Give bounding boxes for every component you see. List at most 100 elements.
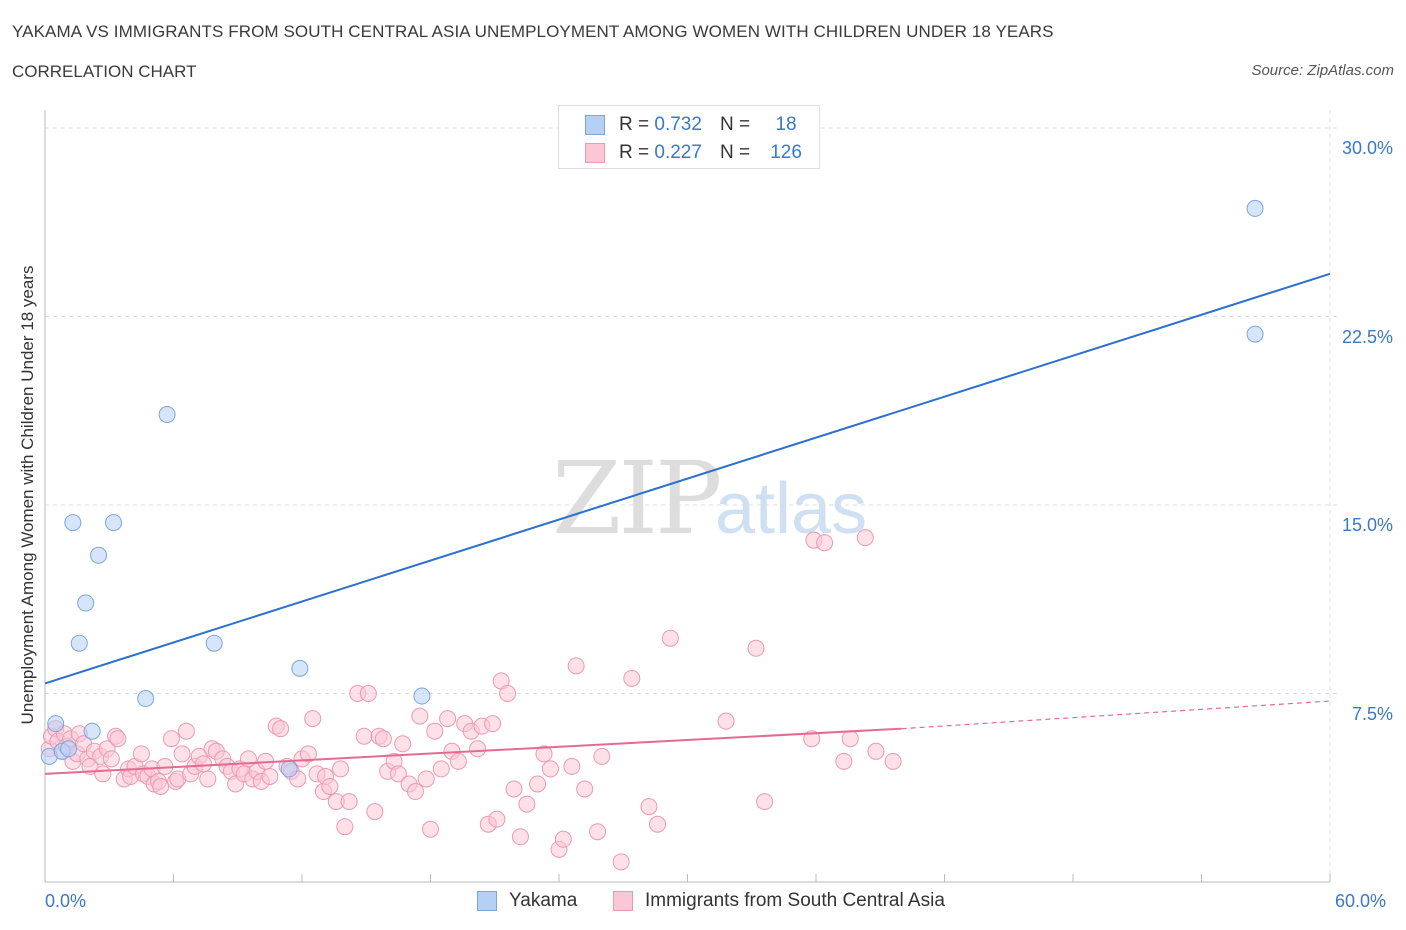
point-immigrants-105 — [529, 775, 547, 793]
point-immigrants-127 — [841, 730, 859, 748]
trend-line-immigrants — [44, 727, 902, 775]
legend-n-label: N = — [719, 114, 751, 135]
trend-lines — [44, 272, 1331, 775]
point-immigrants-106 — [535, 745, 553, 763]
point-immigrants-95 — [469, 740, 487, 758]
point-immigrants-126 — [835, 752, 853, 770]
legend-r-value: 0.227 — [654, 142, 702, 163]
y-tick-label-0: 7.5% — [1351, 703, 1393, 724]
legend-r-label: R = — [619, 114, 650, 135]
point-immigrants-25 — [132, 745, 150, 763]
point-immigrants-110 — [563, 757, 581, 775]
point-immigrants-125 — [816, 534, 834, 552]
legend-row-yakama: R = 0.732 N = 18 — [585, 113, 806, 137]
point-yakama-10 — [137, 690, 155, 708]
point-yakama-5 — [70, 634, 88, 652]
point-immigrants-84 — [407, 783, 425, 801]
grid-lines — [45, 110, 1340, 882]
point-immigrants-119 — [661, 629, 679, 647]
trend-line-yakama — [44, 272, 1331, 685]
point-immigrants-90 — [439, 710, 457, 728]
point-immigrants-37 — [177, 722, 195, 740]
x-tick-label-min: 0.0% — [45, 891, 87, 911]
legend-r-value: 0.732 — [654, 114, 702, 135]
point-immigrants-41 — [194, 755, 212, 773]
series-legend: Yakama Immigrants from South Central Asi… — [0, 890, 1406, 916]
point-immigrants-88 — [426, 722, 444, 740]
point-immigrants-82 — [394, 735, 412, 753]
point-immigrants-129 — [867, 742, 885, 760]
point-immigrants-116 — [623, 669, 641, 687]
point-yakama-3 — [60, 740, 78, 758]
point-immigrants-123 — [803, 730, 821, 748]
point-yakama-17 — [1246, 199, 1264, 217]
point-immigrants-128 — [856, 529, 874, 547]
point-yakama-4 — [64, 514, 82, 532]
point-immigrants-63 — [299, 745, 317, 763]
series-label-immigrants: Immigrants from South Central Asia — [645, 890, 945, 911]
point-immigrants-89 — [432, 760, 450, 778]
point-immigrants-58 — [272, 720, 290, 738]
legend-r-label: R = — [619, 142, 650, 163]
point-immigrants-99 — [488, 810, 506, 828]
chart-subtitle: CORRELATION CHART — [12, 62, 197, 81]
point-immigrants-86 — [417, 770, 435, 788]
point-immigrants-101 — [499, 685, 517, 702]
x-tick-label-max: 60.0% — [1335, 891, 1387, 911]
point-immigrants-98 — [484, 715, 502, 733]
point-immigrants-112 — [576, 780, 594, 798]
point-immigrants-121 — [747, 639, 765, 657]
series-swatch-immigrants — [613, 891, 633, 911]
point-immigrants-64 — [304, 710, 322, 728]
point-yakama-9 — [83, 722, 101, 740]
point-yakama-13 — [280, 760, 298, 778]
point-immigrants-71 — [336, 818, 354, 836]
series-legend-immigrants[interactable]: Immigrants from South Central Asia — [613, 890, 945, 912]
point-immigrants-20 — [109, 730, 127, 748]
point-immigrants-120 — [717, 712, 735, 730]
point-immigrants-122 — [756, 793, 774, 811]
data-points — [40, 199, 1264, 871]
point-yakama-15 — [413, 687, 431, 705]
point-immigrants-16 — [94, 765, 112, 783]
point-yakama-1 — [47, 715, 65, 733]
source-label: Source: ZipAtlas.com — [1251, 62, 1394, 79]
legend-row-immigrants: R = 0.227 N = 126 — [585, 141, 806, 165]
point-yakama-16 — [1246, 325, 1264, 343]
point-immigrants-104 — [518, 795, 536, 813]
chart-title: YAKAMA VS IMMIGRANTS FROM SOUTH CENTRAL … — [12, 22, 1054, 41]
point-immigrants-74 — [355, 727, 373, 745]
point-immigrants-33 — [162, 730, 180, 748]
point-immigrants-31 — [152, 777, 170, 795]
point-immigrants-70 — [332, 760, 350, 778]
point-immigrants-81 — [389, 765, 407, 783]
point-yakama-11 — [158, 406, 176, 424]
series-label-yakama: Yakama — [509, 890, 578, 911]
legend-n-value: 18 — [775, 114, 797, 135]
point-immigrants-68 — [321, 777, 339, 795]
y-tick-label-2: 22.5% — [1341, 326, 1393, 347]
series-swatch-yakama — [477, 891, 497, 911]
point-immigrants-115 — [612, 853, 630, 871]
point-immigrants-85 — [411, 707, 429, 725]
point-immigrants-36 — [173, 745, 191, 763]
point-yakama-6 — [77, 594, 95, 612]
point-yakama-7 — [90, 546, 108, 564]
y-axis-label: Unemployment Among Women with Children U… — [18, 265, 37, 725]
point-immigrants-102 — [505, 780, 523, 798]
point-immigrants-118 — [649, 815, 667, 833]
y-tick-label-1: 15.0% — [1341, 515, 1393, 535]
point-yakama-8 — [105, 514, 123, 532]
point-immigrants-56 — [261, 767, 279, 785]
y-tick-label-3: 30.0% — [1341, 138, 1393, 158]
point-immigrants-113 — [589, 823, 607, 841]
point-immigrants-111 — [567, 657, 585, 675]
point-immigrants-117 — [640, 798, 658, 816]
point-immigrants-114 — [593, 747, 611, 765]
legend-swatch-yakama — [585, 115, 605, 135]
correlation-legend: R = 0.732 N = 18 R = 0.227 N = 126 — [558, 105, 820, 169]
legend-swatch-immigrants — [585, 143, 605, 163]
point-immigrants-72 — [340, 793, 358, 811]
series-legend-yakama[interactable]: Yakama — [477, 890, 577, 912]
